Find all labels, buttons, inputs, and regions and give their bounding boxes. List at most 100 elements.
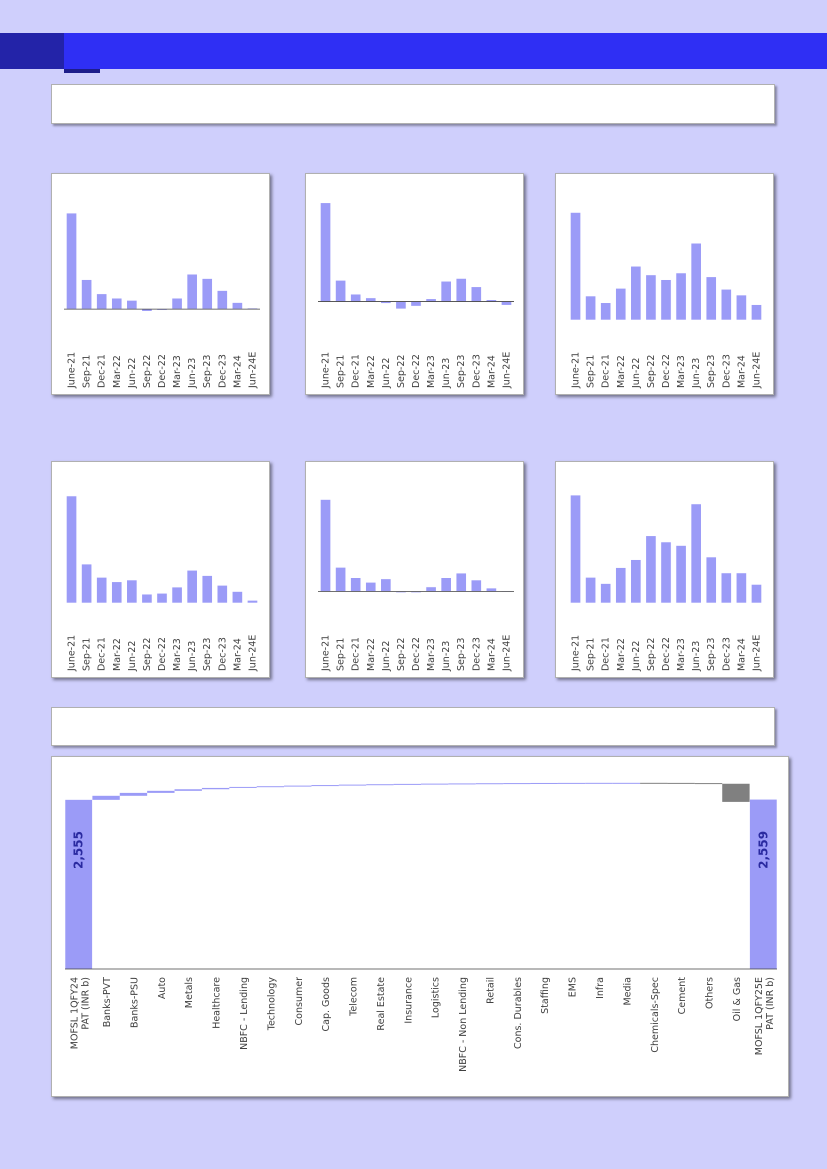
x-tick-label: Dec-22	[157, 354, 168, 388]
x-tick-label: Dec-23	[217, 637, 228, 671]
x-tick-label: Mar-23	[676, 355, 687, 388]
waterfall-bar-healthcare	[201, 787, 230, 790]
x-tick-label: Sep-23	[706, 638, 717, 671]
x-tick-label: Dec-22	[411, 637, 422, 671]
waterfall-category-label: Logistics	[431, 977, 442, 1018]
bar-sep-22	[395, 301, 407, 310]
bar-jun-23	[440, 577, 452, 592]
waterfall-category-label: MOFSL 1QFY24PAT (INR b)	[69, 977, 91, 1049]
waterfall-category-label: NBFC - Lending	[239, 977, 250, 1050]
bar-dec-23	[216, 585, 228, 604]
waterfall-bar-logistics	[421, 783, 449, 785]
bar-dec-23	[720, 288, 732, 321]
waterfall-category-label: EMS	[568, 977, 579, 997]
x-tick-label: Mar-24	[486, 355, 497, 388]
waterfall-category-label: Infra	[595, 977, 606, 999]
waterfall-category-label: Technology	[266, 977, 277, 1032]
x-tick-label: Dec-23	[217, 354, 228, 388]
x-tick-label: Mar-22	[366, 638, 377, 671]
bar-sep-23	[455, 572, 467, 592]
header-band	[0, 33, 827, 69]
waterfall-bar-oil-gas	[722, 783, 750, 802]
x-tick-label: Dec-21	[351, 637, 362, 671]
bar-mar-24	[231, 591, 243, 604]
bar-jun-23	[186, 569, 198, 604]
bar-june-21	[320, 202, 331, 302]
waterfall-bar-retail	[475, 783, 504, 785]
waterfall-category-label: Banks-PVT	[102, 977, 113, 1027]
bar-dec-23	[216, 290, 228, 310]
x-tick-label: Jun-24E	[751, 635, 762, 672]
x-tick-label: Sep-21	[82, 638, 93, 671]
waterfall-category-label: Chemicals-Spec	[650, 977, 661, 1053]
waterfall-bar-consumer	[284, 785, 312, 787]
bar-sep-23	[705, 276, 717, 321]
bar-dec-21	[350, 577, 362, 592]
x-tick-label: Dec-21	[601, 637, 612, 671]
bar-mar-23	[425, 586, 437, 592]
bar-dec-22	[660, 541, 672, 604]
waterfall-bar-nbfc-lending	[229, 786, 257, 788]
x-tick-label: Dec-21	[97, 354, 108, 388]
waterfall-category-label: Telecom	[349, 977, 360, 1017]
bar-dec-21	[96, 577, 108, 604]
x-tick-label: Sep-21	[336, 355, 347, 388]
x-tick-label: Dec-23	[721, 354, 732, 388]
x-tick-label: Mar-24	[736, 355, 747, 388]
x-tick-label: Jun-24E	[501, 635, 512, 672]
waterfall-bar-chemicals-spec	[640, 782, 668, 784]
x-tick-label: Sep-23	[456, 638, 467, 671]
end-total-label: 2,559	[756, 831, 770, 869]
bar-jun-22	[126, 579, 138, 604]
waterfall-category-label: Metals	[184, 977, 195, 1008]
x-tick-label: June-21	[67, 635, 78, 672]
x-tick-label: Mar-23	[172, 638, 183, 671]
header-tab	[0, 33, 64, 69]
bar-mar-24	[735, 294, 747, 321]
x-tick-label: Mar-24	[232, 638, 243, 671]
waterfall-bar-insurance	[393, 783, 421, 785]
x-tick-label: Dec-23	[471, 354, 482, 388]
bar-sep-23	[201, 278, 213, 310]
waterfall-category-label: Healthcare	[212, 977, 223, 1029]
waterfall-bar-cap-goods	[311, 785, 339, 787]
bar-sep-22	[645, 274, 657, 321]
chart-panel-1: June-21 Sep-21 Dec-21 Mar-22 Jun-22 Sep-22 Dec…	[51, 173, 270, 395]
x-tick-label: Jun-23	[187, 358, 198, 389]
x-tick-label: Jun-24E	[247, 352, 258, 389]
x-tick-label: Mar-23	[676, 638, 687, 671]
chart-panel-2: June-21 Sep-21 Dec-21 Mar-22 Jun-22 Sep-22 Dec…	[305, 173, 524, 395]
x-tick-label: Mar-23	[426, 355, 437, 388]
bar-dec-21	[600, 583, 612, 604]
x-tick-label: Jun-24E	[751, 352, 762, 389]
bar-june-21	[570, 494, 581, 604]
waterfall-bar-staffing	[530, 782, 558, 784]
chart-panel-6: June-21 Sep-21 Dec-21 Mar-22 Jun-22 Sep-22 Dec…	[555, 461, 774, 678]
bar-sep-22	[645, 535, 657, 604]
x-tick-label: Jun-22	[631, 358, 642, 389]
x-tick-label: Dec-23	[721, 637, 732, 671]
waterfall-category-label: Consumer	[294, 977, 305, 1026]
waterfall-bar-infra	[585, 782, 613, 784]
bar-mar-23	[675, 545, 687, 604]
chart-panel-4: June-21 Sep-21 Dec-21 Mar-22 Jun-22 Sep-22 Dec…	[51, 461, 270, 678]
x-tick-label: Sep-23	[202, 638, 213, 671]
bar-dec-21	[96, 293, 108, 310]
x-tick-label: Dec-22	[157, 637, 168, 671]
bar-mar-22	[365, 297, 377, 302]
bar-jun-24e	[751, 304, 762, 321]
waterfall-category-label: Others	[705, 977, 716, 1009]
bar-mar-24	[231, 302, 243, 310]
chart-panel-5: June-21 Sep-21 Dec-21 Mar-22 Jun-22 Sep-22 Dec…	[305, 461, 524, 678]
bar-mar-24	[735, 572, 747, 604]
x-tick-label: Sep-21	[586, 638, 597, 671]
bar-mar-22	[111, 297, 123, 310]
bar-sep-21	[335, 567, 347, 592]
bar-jun-23	[186, 273, 198, 310]
waterfall-panel: 2,555 2,559 MOFSL 1QFY24PAT (INR b) Banks-P…	[51, 756, 789, 1097]
waterfall-bar-mofsl-1qfy25e-pat-inr-b	[749, 799, 777, 969]
bar-mar-22	[365, 582, 377, 592]
waterfall-category-label: MOFSL 1QFY25EPAT (INR b)	[754, 977, 776, 1055]
bar-june-21	[66, 212, 77, 310]
bar-chart-1: June-21 Sep-21 Dec-21 Mar-22 Jun-22 Sep-22 Dec…	[64, 212, 260, 389]
